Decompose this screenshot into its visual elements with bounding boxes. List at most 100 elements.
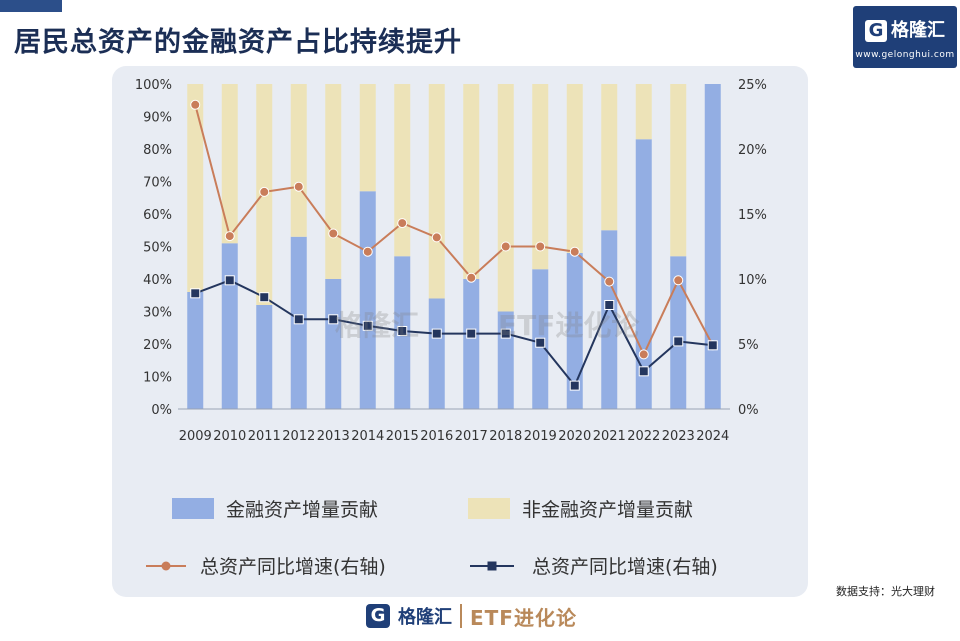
point-circle-2022 [638,349,649,360]
bar-nonfinancial-2019 [532,84,549,270]
bar-financial-2020 [566,253,583,409]
x-tick-label-2023: 2023 [662,429,695,444]
legend-marker-circle [161,561,171,571]
bar-financial-2016 [428,298,445,409]
bar-nonfinancial-2020 [566,84,583,253]
bar-nonfinancial-2009 [187,84,204,292]
bar-nonfinancial-2010 [221,84,238,244]
line-series-total [194,104,714,357]
brand-name: 格隆汇 [891,20,945,41]
x-tick-label-2018: 2018 [489,429,522,444]
point-square-2013 [328,314,339,325]
y-left-tick-label: 70% [143,176,172,191]
point-square-2011 [259,292,270,303]
x-tick-label-2019: 2019 [524,429,557,444]
bar-financial-2024 [704,84,721,409]
x-tick-label-2014: 2014 [351,429,384,444]
bar-nonfinancial-2015 [394,84,411,257]
data-source: 数据支持：光大理财 [836,585,935,598]
bar-nonfinancial-2012 [290,84,307,237]
point-circle-2014 [362,246,373,257]
y-right-tick-label: 25% [738,78,767,93]
point-square-2010 [224,275,235,286]
bar-financial-2017 [463,279,480,409]
x-tick-label-2010: 2010 [213,429,246,444]
point-square-2012 [293,314,304,325]
y-left-tick-label: 40% [143,273,172,288]
page-title: 居民总资产的金融资产占比持续提升 [14,27,462,58]
x-tick-label-2020: 2020 [558,429,591,444]
x-tick-label-2013: 2013 [317,429,350,444]
brand-logo: G 格隆汇 www.gelonghui.com [853,6,957,68]
y-left-tick-label: 50% [143,241,172,256]
y-left-tick-label: 10% [143,371,172,386]
point-square-2024 [707,340,718,351]
bar-nonfinancial-2023 [670,84,687,257]
point-square-2018 [500,328,511,339]
point-circle-2023 [673,275,684,286]
x-tick-label-2022: 2022 [627,429,660,444]
point-square-2021 [604,300,615,310]
point-circle-2013 [328,228,339,239]
point-circle-2015 [397,218,408,229]
point-circle-2012 [293,181,304,192]
bar-nonfinancial-2013 [325,84,342,279]
x-tick-label-2012: 2012 [282,429,315,444]
legend-label-nonfinancial: 非金融资产增量贡献 [522,499,693,521]
y-left-tick-label: 20% [143,338,172,353]
x-tick-label-2009: 2009 [179,429,212,444]
top-accent-strip [0,0,62,12]
y-left-tick-label: 0% [151,403,172,418]
bar-nonfinancial-2018 [497,84,514,312]
legend-marker-square [487,561,497,571]
x-tick-label-2011: 2011 [248,429,281,444]
y-left-tick-label: 80% [143,143,172,158]
point-circle-2011 [259,186,270,197]
point-circle-2018 [500,241,511,252]
y-right-tick-label: 15% [738,208,767,223]
x-tick-label-2016: 2016 [420,429,453,444]
bar-nonfinancial-2016 [428,84,445,299]
bar-financial-2023 [670,256,687,409]
brand-g-icon: G [865,20,887,42]
bar-financial-2009 [187,292,204,409]
point-circle-2009 [190,99,201,110]
point-circle-2017 [466,272,477,283]
legend-label-line-second: 总资产同比增速(右轴) [532,556,718,578]
bar-nonfinancial-2021 [601,84,618,231]
point-square-2009 [190,288,201,299]
bottom-logo: G 格隆汇 ETF进化论 [366,600,577,632]
watermark-left: 格隆汇 [335,309,420,342]
point-square-2023 [673,336,684,347]
legend-swatch-nonfinancial [468,498,510,519]
point-square-2022 [638,366,649,377]
point-circle-2020 [569,246,580,257]
bar-financial-2011 [256,305,273,409]
x-tick-label-2021: 2021 [593,429,626,444]
bar-financial-2013 [325,279,342,409]
x-tick-label-2024: 2024 [696,429,729,444]
point-circle-2016 [431,232,442,243]
bar-financial-2021 [601,230,618,409]
brand-url: www.gelonghui.com [855,50,955,60]
bottom-logo-divider [460,604,462,628]
point-square-2015 [397,326,408,336]
y-right-tick-label: 0% [738,403,759,418]
bar-nonfinancial-2017 [463,84,480,279]
point-square-2019 [535,337,546,348]
y-left-tick-label: 30% [143,306,172,321]
x-tick-label-2017: 2017 [455,429,488,444]
y-right-tick-label: 10% [738,273,767,288]
y-left-tick-label: 60% [143,208,172,223]
y-left-tick-label: 90% [143,111,172,126]
point-square-2017 [466,328,477,339]
bar-nonfinancial-2022 [635,84,652,140]
x-tick-label-2015: 2015 [386,429,419,444]
bar-nonfinancial-2014 [359,84,376,192]
point-circle-2019 [535,241,546,252]
bar-financial-2010 [221,243,238,409]
point-square-2014 [362,320,373,331]
legend-label-line-total: 总资产同比增速(右轴) [200,556,386,578]
y-right-tick-label: 5% [738,338,759,353]
